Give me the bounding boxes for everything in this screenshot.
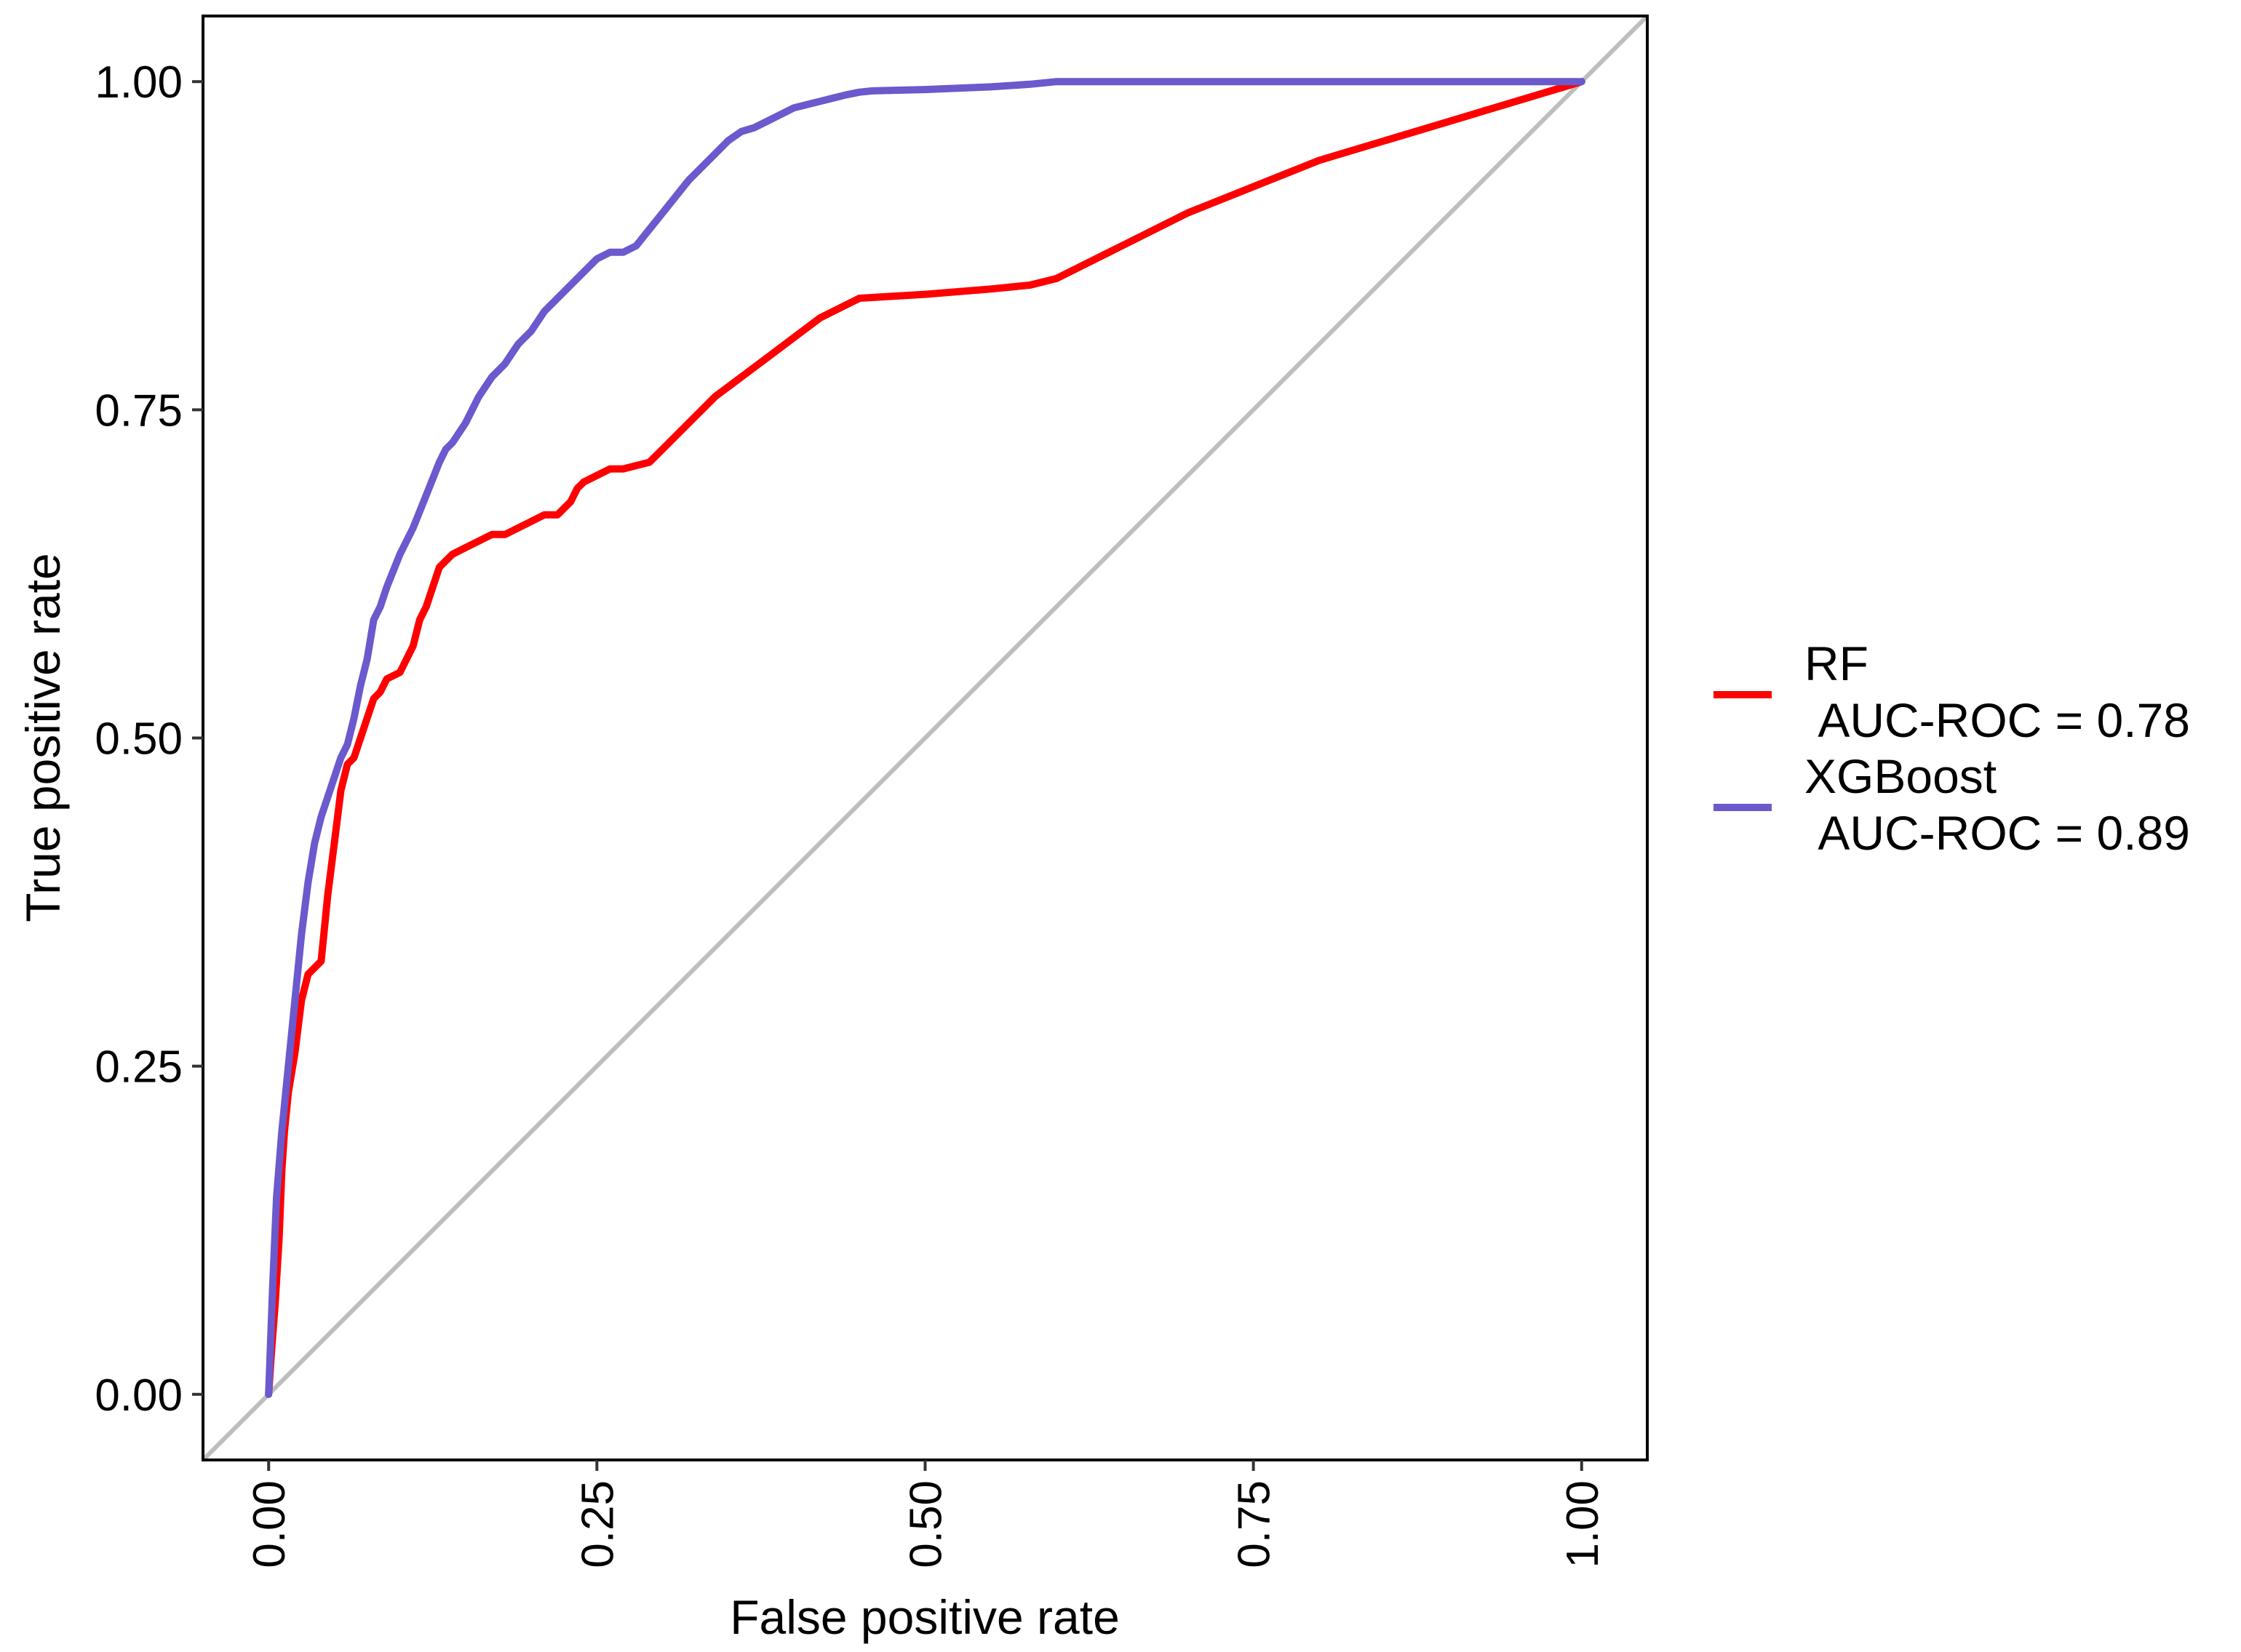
x-axis-title: False positive rate (730, 1590, 1120, 1644)
y-tick-label: 0.50 (95, 714, 183, 765)
x-tick-label: 0.75 (1230, 1480, 1280, 1568)
y-axis: 0.00 0.25 0.50 0.75 1.00 (95, 57, 203, 1421)
y-tick-label: 0.75 (95, 386, 183, 436)
plot-layer (203, 16, 1647, 1460)
x-tick-label: 0.25 (573, 1480, 623, 1568)
x-tick-label: 0.00 (244, 1480, 295, 1568)
rf-roc-curve (265, 78, 1585, 1398)
xgboost-roc-curve (265, 78, 1585, 1398)
x-axis: 0.00 0.25 0.50 0.75 1.00 (244, 1460, 1608, 1568)
y-tick-label: 0.25 (95, 1042, 183, 1093)
y-tick-label: 1.00 (95, 57, 183, 108)
x-tick-label: 1.00 (1558, 1480, 1608, 1568)
legend-label: XGBoost AUC-ROC = 0.89 (1804, 749, 2190, 860)
reference-diagonal-line (203, 16, 1647, 1460)
y-tick-label: 0.00 (95, 1370, 183, 1421)
legend-label: RF AUC-ROC = 0.78 (1804, 637, 2190, 747)
y-axis-title: True positive rate (16, 553, 70, 922)
x-tick-label: 0.50 (901, 1480, 952, 1568)
